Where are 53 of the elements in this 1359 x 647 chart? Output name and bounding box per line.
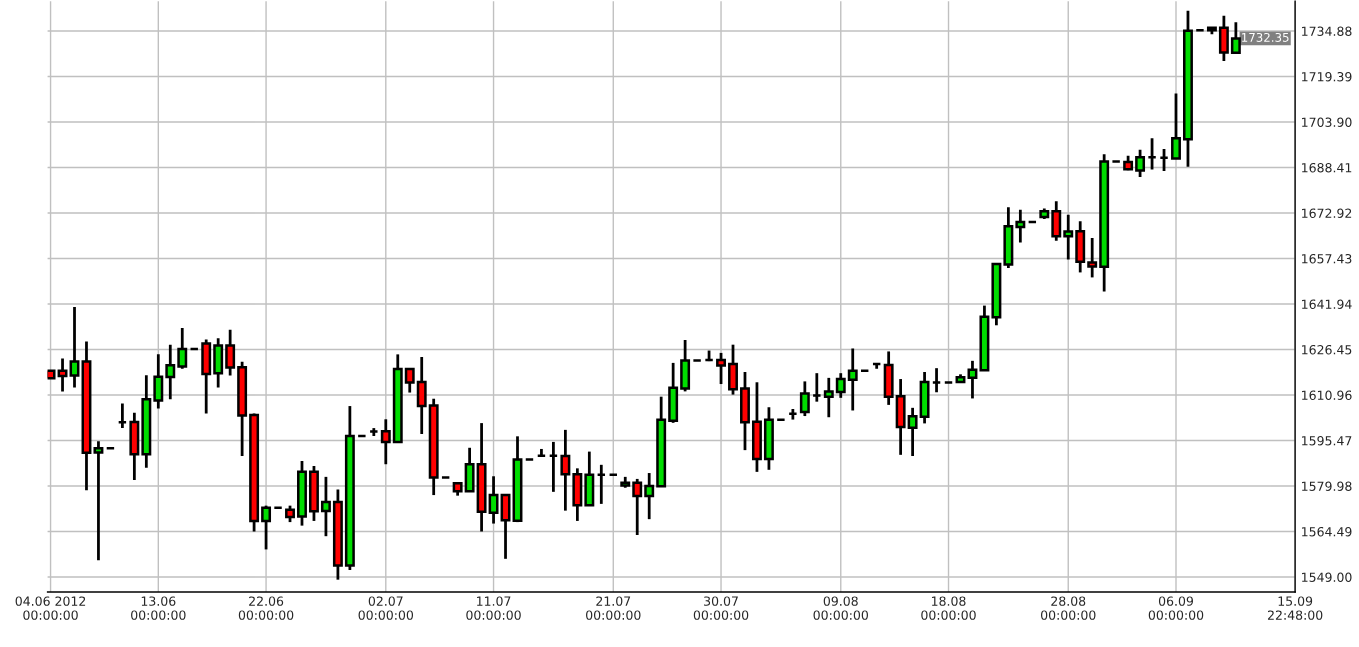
candlestick bbox=[847, 347, 858, 412]
candlestick bbox=[1171, 92, 1181, 160]
y-tick-label: 1579.98 bbox=[1302, 481, 1352, 491]
candlestick bbox=[69, 305, 80, 389]
candlestick bbox=[799, 380, 810, 418]
x-tick-label: 04.06 2012 00:00:00 bbox=[15, 596, 86, 620]
candlestick bbox=[1135, 148, 1146, 179]
candlestick bbox=[380, 417, 391, 466]
candlestick bbox=[632, 477, 643, 537]
x-tick-label: 15.09 22:48:00 bbox=[1267, 596, 1323, 620]
candlestick bbox=[488, 474, 499, 525]
candlestick bbox=[177, 326, 188, 371]
candlestick bbox=[93, 439, 104, 562]
x-tick-label: 02.07 00:00:00 bbox=[358, 596, 414, 620]
y-tick-label: 1657.43 bbox=[1302, 253, 1352, 264]
candlestick bbox=[1230, 20, 1241, 55]
y-tick-label: 1564.49 bbox=[1302, 527, 1352, 537]
candlestick bbox=[1015, 208, 1026, 244]
candlestick bbox=[165, 343, 176, 401]
y-tick-label: 1626.45 bbox=[1302, 344, 1352, 355]
y-tick-label: 1688.41 bbox=[1302, 162, 1352, 173]
y-tick-label: 1641.94 bbox=[1302, 299, 1352, 309]
candlestick bbox=[225, 328, 236, 377]
y-tick-label: 1703.90 bbox=[1302, 117, 1352, 127]
x-tick-label: 13.06 00:00:00 bbox=[131, 596, 186, 620]
candlestick bbox=[835, 371, 846, 400]
candlestick bbox=[560, 428, 571, 513]
x-tick-label: 30.07 00:00:00 bbox=[693, 596, 749, 620]
candlestick bbox=[1087, 236, 1098, 279]
y-tick-label: 1595.47 bbox=[1302, 436, 1352, 446]
x-tick-label: 06.09 00:00:00 bbox=[1148, 596, 1204, 620]
x-tick-label: 11.07 00:00:00 bbox=[466, 596, 521, 620]
candlestick bbox=[907, 406, 918, 458]
y-tick-label: 1549.00 bbox=[1302, 572, 1352, 582]
candlestick bbox=[153, 352, 164, 410]
candlestick bbox=[644, 471, 655, 521]
x-tick-label: 22.06 00:00:00 bbox=[238, 596, 294, 620]
y-tick-label: 1672.92 bbox=[1302, 208, 1352, 218]
candlestick bbox=[320, 475, 331, 538]
x-tick-label: 18.08 00:00:00 bbox=[921, 596, 976, 620]
candlestick bbox=[967, 359, 978, 400]
y-tick-label: 1719.39 bbox=[1302, 71, 1352, 82]
candlestick bbox=[1063, 213, 1074, 261]
annotation: 1732.35 bbox=[1242, 32, 1289, 42]
candlestick bbox=[716, 351, 726, 386]
candlestick bbox=[823, 376, 834, 419]
x-tick-label: 28.08 00:00:00 bbox=[1041, 596, 1096, 620]
candlestick bbox=[261, 504, 272, 551]
x-tick-label: 21.07 00:00:00 bbox=[586, 596, 641, 620]
candlestick bbox=[404, 367, 415, 394]
y-tick-label: 1610.96 bbox=[1302, 390, 1352, 400]
x-tick-label: 09.08 00:00:00 bbox=[813, 596, 868, 620]
y-tick-label: 1734.88 bbox=[1302, 26, 1352, 36]
